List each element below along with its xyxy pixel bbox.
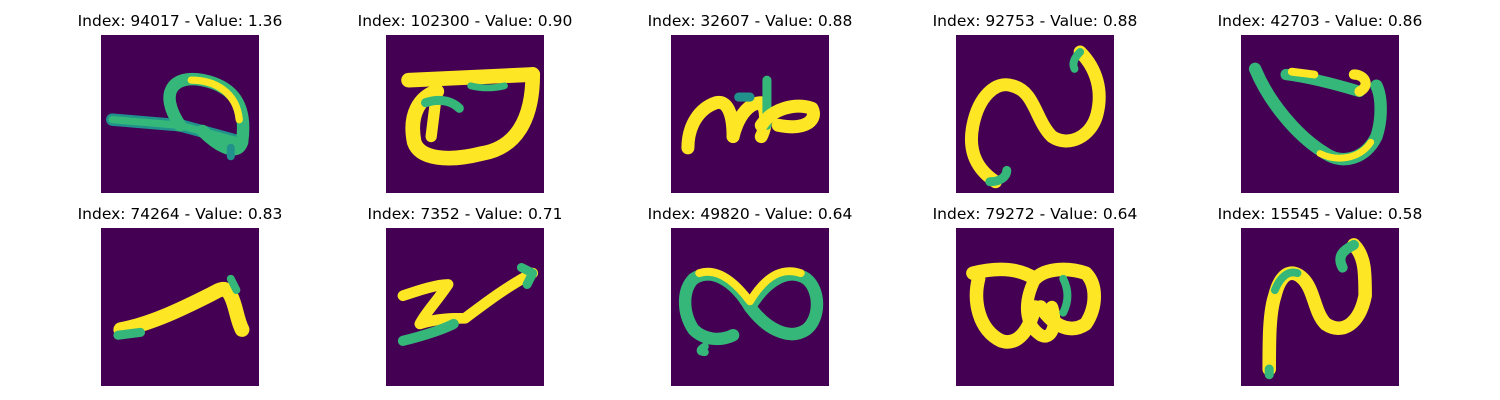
- tile-cell: Index: 94017 - Value: 1.36: [30, 0, 330, 193]
- tile-title: Index: 102300 - Value: 0.90: [357, 12, 573, 30]
- digit-image: [671, 35, 829, 193]
- tile-title: Index: 42703 - Value: 0.86: [1217, 12, 1423, 30]
- digit-glyph-h: [671, 228, 829, 386]
- tile-title: Index: 7352 - Value: 0.71: [367, 205, 563, 223]
- tile-title: Index: 79272 - Value: 0.64: [932, 205, 1138, 223]
- digit-image: [101, 228, 259, 386]
- tile-title: Index: 15545 - Value: 0.58: [1217, 205, 1423, 223]
- digit-image: [386, 228, 544, 386]
- digit-glyph-g: [386, 228, 544, 386]
- digit-image: [956, 228, 1114, 386]
- tile-cell: Index: 79272 - Value: 0.64: [885, 193, 1185, 386]
- tile-cell: Index: 42703 - Value: 0.86: [1170, 0, 1470, 193]
- digit-image: [1241, 35, 1399, 193]
- digit-glyph-d: [956, 35, 1114, 193]
- tile-title: Index: 32607 - Value: 0.88: [647, 12, 853, 30]
- tile-cell: Index: 74264 - Value: 0.83: [30, 193, 330, 386]
- tile-cell: Index: 7352 - Value: 0.71: [315, 193, 615, 386]
- tile-title: Index: 92753 - Value: 0.88: [932, 12, 1138, 30]
- digit-glyph-j: [1241, 228, 1399, 386]
- digit-glyph-e: [1241, 35, 1399, 193]
- tile-cell: Index: 92753 - Value: 0.88: [885, 0, 1185, 193]
- digit-image: [101, 35, 259, 193]
- digit-glyph-i: [956, 228, 1114, 386]
- tile-cell: Index: 49820 - Value: 0.64: [600, 193, 900, 386]
- digit-image: [671, 228, 829, 386]
- digit-glyph-f: [101, 228, 259, 386]
- digit-glyph-c: [671, 35, 829, 193]
- tile-cell: Index: 102300 - Value: 0.90: [315, 0, 615, 193]
- digit-glyph-a: [101, 35, 259, 193]
- tile-title: Index: 94017 - Value: 1.36: [77, 12, 283, 30]
- tile-title: Index: 49820 - Value: 0.64: [647, 205, 853, 223]
- digit-image: [956, 35, 1114, 193]
- digit-glyph-b: [386, 35, 544, 193]
- tile-cell: Index: 15545 - Value: 0.58: [1170, 193, 1470, 386]
- digit-image: [1241, 228, 1399, 386]
- digit-image: [386, 35, 544, 193]
- tile-cell: Index: 32607 - Value: 0.88: [600, 0, 900, 193]
- tile-title: Index: 74264 - Value: 0.83: [77, 205, 283, 223]
